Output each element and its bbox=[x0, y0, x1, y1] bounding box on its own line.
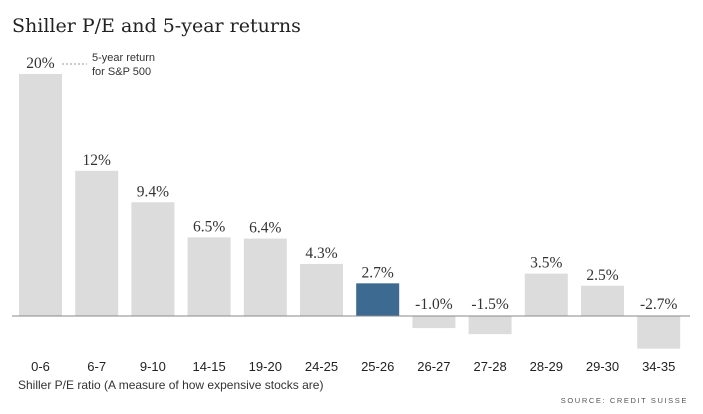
value-labels-group: 20% 12% 9.4% 6.5% 6.4% 4.3% 2.7% -1.0% -1.5% 3.5%… bbox=[26, 55, 677, 313]
x-tick-label-24-25: 24-25 bbox=[305, 359, 338, 374]
value-label-27-28: -1.5% bbox=[471, 296, 509, 313]
chart-title: Shiller P/E and 5-year returns bbox=[12, 15, 301, 37]
x-tick-label-28-29: 28-29 bbox=[530, 359, 563, 374]
bar-6-7 bbox=[75, 170, 119, 316]
x-axis-title: Shiller P/E ratio (A measure of how expe… bbox=[18, 378, 323, 392]
bar-19-20 bbox=[243, 238, 287, 316]
bar-14-15 bbox=[187, 237, 231, 316]
bar-34-35 bbox=[637, 316, 681, 349]
value-label-19-20: 6.4% bbox=[249, 220, 281, 237]
tick-labels-group: 0-6 6-7 9-10 14-15 19-20 24-25 25-26 26-27 27-28… bbox=[31, 359, 675, 374]
value-label-14-15: 6.5% bbox=[193, 218, 225, 235]
bar-25-26 bbox=[356, 283, 400, 316]
x-tick-label-34-35: 34-35 bbox=[642, 359, 675, 374]
bar-29-30 bbox=[581, 285, 624, 316]
bar-9-10 bbox=[131, 202, 175, 316]
value-label-34-35: -2.7% bbox=[640, 296, 678, 313]
value-label-6-7: 12% bbox=[82, 152, 111, 169]
annotation-line-2: for S&P 500 bbox=[92, 66, 151, 78]
x-tick-label-0-6: 0-6 bbox=[31, 359, 50, 374]
bars-group bbox=[19, 74, 681, 349]
x-tick-label-25-26: 25-26 bbox=[361, 359, 394, 374]
bar-28-29 bbox=[524, 273, 568, 316]
x-tick-label-29-30: 29-30 bbox=[586, 359, 619, 374]
bar-27-28 bbox=[468, 316, 512, 335]
x-tick-label-9-10: 9-10 bbox=[140, 359, 166, 374]
value-label-24-25: 4.3% bbox=[305, 245, 337, 262]
value-label-25-26: 2.7% bbox=[362, 264, 394, 281]
x-tick-label-6-7: 6-7 bbox=[87, 359, 106, 374]
value-label-29-30: 2.5% bbox=[586, 267, 618, 284]
x-tick-label-14-15: 14-15 bbox=[192, 359, 225, 374]
bar-24-25 bbox=[300, 263, 343, 316]
value-label-9-10: 9.4% bbox=[137, 183, 169, 200]
value-label-28-29: 3.5% bbox=[530, 255, 562, 272]
value-label-26-27: -1.0% bbox=[415, 296, 453, 313]
x-tick-label-26-27: 26-27 bbox=[417, 359, 450, 374]
bar-26-27 bbox=[412, 316, 456, 329]
x-tick-label-19-20: 19-20 bbox=[249, 359, 282, 374]
x-tick-label-27-28: 27-28 bbox=[473, 359, 506, 374]
value-label-0-6: 20% bbox=[26, 55, 55, 72]
annotation-line-1: 5-year return bbox=[92, 52, 155, 64]
bar-0-6 bbox=[19, 74, 62, 316]
source-note: SOURCE: CREDIT SUISSE bbox=[561, 396, 688, 405]
